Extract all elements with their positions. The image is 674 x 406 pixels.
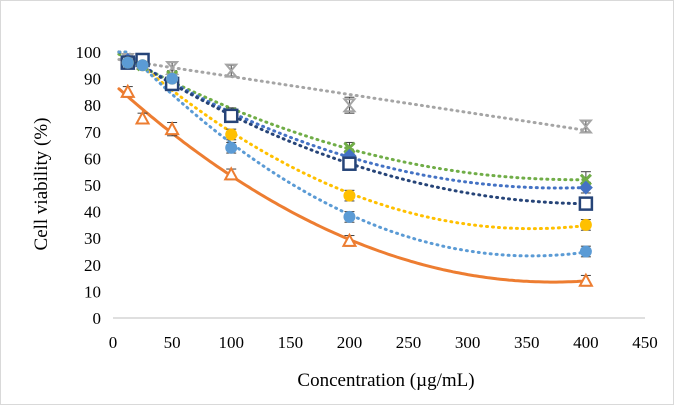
markers [120, 52, 594, 287]
data-point [224, 63, 239, 78]
y-tick-label: 10 [84, 282, 101, 301]
data-point [223, 108, 239, 124]
x-tick-label: 350 [514, 333, 540, 352]
data-point [579, 173, 592, 186]
data-point [134, 110, 151, 125]
y-tick-label: 60 [84, 149, 101, 168]
data-point [342, 156, 357, 171]
trendline [117, 50, 588, 231]
data-point [342, 98, 357, 113]
data-point [225, 128, 238, 141]
y-tick-label: 90 [84, 70, 101, 89]
trendline [117, 58, 588, 132]
data-point [578, 119, 594, 134]
y-tick-label: 100 [76, 43, 102, 62]
x-tick-label: 50 [164, 333, 181, 352]
y-tick-label: 30 [84, 229, 101, 248]
x-tick-label: 100 [218, 333, 244, 352]
y-tick-label: 40 [84, 203, 101, 222]
y-tick-label: 50 [84, 176, 101, 195]
data-point [579, 218, 592, 231]
data-point [343, 141, 356, 154]
y-tick-label: 0 [93, 309, 102, 328]
y-tick-label: 70 [84, 123, 101, 142]
x-tick-label: 200 [337, 333, 363, 352]
y-tick-label: 20 [84, 256, 101, 275]
trendline [117, 87, 588, 284]
trendline [117, 50, 588, 206]
x-axis-title: Concentration (µg/mL) [297, 370, 474, 391]
x-tick-label: 400 [573, 333, 599, 352]
data-point [164, 121, 180, 136]
y-axis-title: Cell viability (%) [31, 118, 52, 251]
x-tick-label: 450 [632, 333, 658, 352]
x-tick-label: 300 [455, 333, 481, 352]
x-tick-label: 250 [396, 333, 422, 352]
data-point [579, 245, 592, 258]
data-point [166, 72, 179, 85]
data-point [120, 83, 136, 98]
data-point [136, 59, 149, 72]
data-point [164, 60, 180, 75]
data-point [343, 189, 356, 202]
data-point [121, 56, 134, 69]
data-point [578, 196, 594, 211]
data-point [341, 232, 358, 247]
y-tick-label: 80 [84, 96, 101, 115]
data-point [343, 210, 356, 223]
data-point [223, 166, 239, 181]
x-tick-label: 150 [278, 333, 304, 352]
error-bars [122, 55, 591, 287]
data-point [225, 141, 238, 154]
data-point [578, 180, 593, 195]
x-tick-label: 0 [109, 333, 118, 352]
data-point [578, 272, 594, 287]
axes: 0 10 20 30 40 50 60 70 80 90 100 0 50 100 150 200 250 300… [76, 43, 658, 352]
